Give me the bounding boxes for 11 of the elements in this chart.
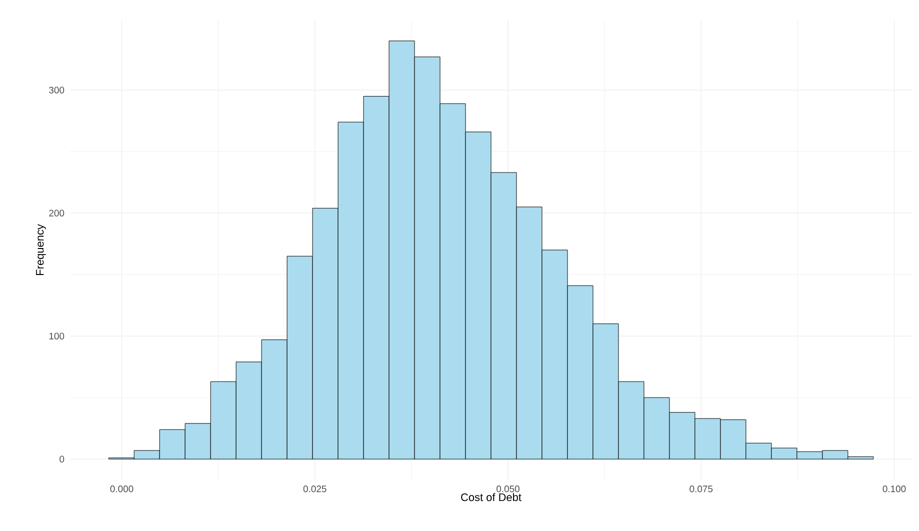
y-tick-label: 300: [49, 86, 64, 94]
x-tick-label: 0.050: [496, 486, 520, 492]
x-tick-label: 0.025: [303, 486, 326, 492]
x-tick-label: 0.075: [690, 486, 713, 492]
y-tick-label: 100: [49, 332, 64, 340]
y-tick-label: 200: [49, 210, 64, 216]
x-tick-label: 0.100: [882, 486, 906, 492]
y-tick-label: 0: [60, 456, 64, 462]
x-axis-title: Cost of Debt: [461, 493, 522, 502]
y-axis-title: Frequency: [36, 224, 46, 275]
x-tick-label: 0.000: [110, 486, 134, 492]
